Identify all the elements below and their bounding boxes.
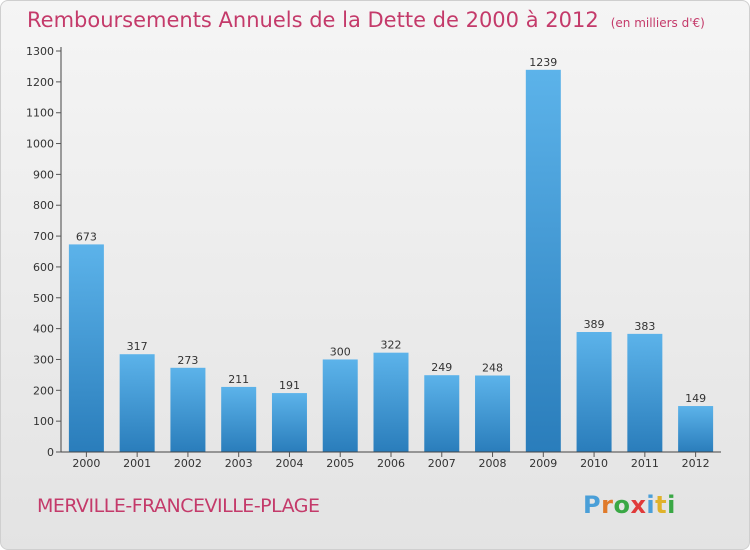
data-label-2006: 322 [381, 339, 402, 352]
x-axis: 2000 2001 2002 2003 2004 2005 2006 2007 2008 2009… [61, 451, 721, 470]
bar-2006 [373, 352, 409, 452]
data-label-2003: 211 [228, 373, 249, 386]
logo-letter: o [613, 491, 631, 519]
place-name: MERVILLE-FRANCEVILLE-PLAGE [37, 495, 320, 517]
data-label-2012: 149 [685, 392, 706, 405]
x-tick-label-2011: 2011 [631, 457, 659, 470]
logo-letter: i [646, 491, 656, 519]
bar-2004 [271, 393, 307, 452]
data-label-2010: 389 [584, 318, 605, 331]
logo-letter: t [655, 491, 668, 519]
bar-2012 [678, 406, 714, 452]
bars: 673 317 273 211 191 300 322 249 248 1239 389 383 149 [68, 56, 714, 452]
data-label-2002: 273 [177, 354, 198, 367]
y-tick-label: 400 [33, 323, 54, 336]
x-tick-label-2001: 2001 [123, 457, 151, 470]
data-label-2007: 249 [431, 361, 452, 374]
data-label-2009: 1239 [529, 56, 557, 69]
x-tick-label-2005: 2005 [326, 457, 354, 470]
logo-letter: r [601, 491, 614, 519]
y-tick-label: 300 [33, 353, 54, 366]
chart-subtitle: (en milliers d'€) [610, 16, 705, 30]
bar-2011 [627, 333, 663, 452]
bar-2010 [576, 332, 612, 452]
chart-title-block: Remboursements Annuels de la Dette de 20… [27, 8, 705, 32]
x-tick-label-2006: 2006 [377, 457, 405, 470]
x-tick-label-2002: 2002 [174, 457, 202, 470]
chart-title: Remboursements Annuels de la Dette de 20… [27, 8, 599, 32]
y-tick-label: 600 [33, 261, 54, 274]
data-label-2005: 300 [330, 345, 351, 358]
y-tick-label: 1100 [26, 107, 54, 120]
y-tick-label: 1300 [26, 45, 54, 58]
bar-2003 [221, 386, 257, 452]
y-tick-label: 800 [33, 199, 54, 212]
data-label-2008: 248 [482, 362, 503, 375]
data-label-2011: 383 [634, 320, 655, 333]
x-tick-label-2000: 2000 [72, 457, 100, 470]
y-axis: 0 100 200 300 400 500 600 700 800 900 1000 1100 1200… [26, 45, 62, 459]
data-label-2004: 191 [279, 379, 300, 392]
y-tick-label: 1000 [26, 138, 54, 151]
data-label-2000: 673 [76, 230, 97, 243]
bar-2002 [170, 367, 206, 452]
y-tick-label: 0 [47, 446, 54, 459]
x-tick-label-2007: 2007 [428, 457, 456, 470]
x-tick-label-2004: 2004 [275, 457, 303, 470]
x-tick-label-2010: 2010 [580, 457, 608, 470]
x-tick-label-2009: 2009 [529, 457, 557, 470]
x-tick-label-2008: 2008 [479, 457, 507, 470]
logo-letter: P [583, 491, 602, 519]
bar-2005 [322, 359, 358, 452]
proxiti-logo: Proxiti [583, 491, 676, 519]
logo-letter: x [630, 491, 647, 519]
y-tick-label: 200 [33, 384, 54, 397]
bar-2008 [475, 375, 511, 452]
y-tick-label: 100 [33, 415, 54, 428]
logo-letter: i [667, 491, 676, 519]
data-label-2001: 317 [127, 340, 148, 353]
bar-2001 [119, 354, 155, 452]
y-tick-label: 700 [33, 230, 54, 243]
y-tick-label: 1200 [26, 76, 54, 89]
y-tick-label: 500 [33, 292, 54, 305]
bar-2000 [68, 244, 104, 452]
y-tick-label: 900 [33, 168, 54, 181]
bar-2007 [424, 375, 460, 452]
x-tick-label-2003: 2003 [225, 457, 253, 470]
bar-2009 [525, 69, 561, 452]
x-tick-label-2012: 2012 [682, 457, 710, 470]
